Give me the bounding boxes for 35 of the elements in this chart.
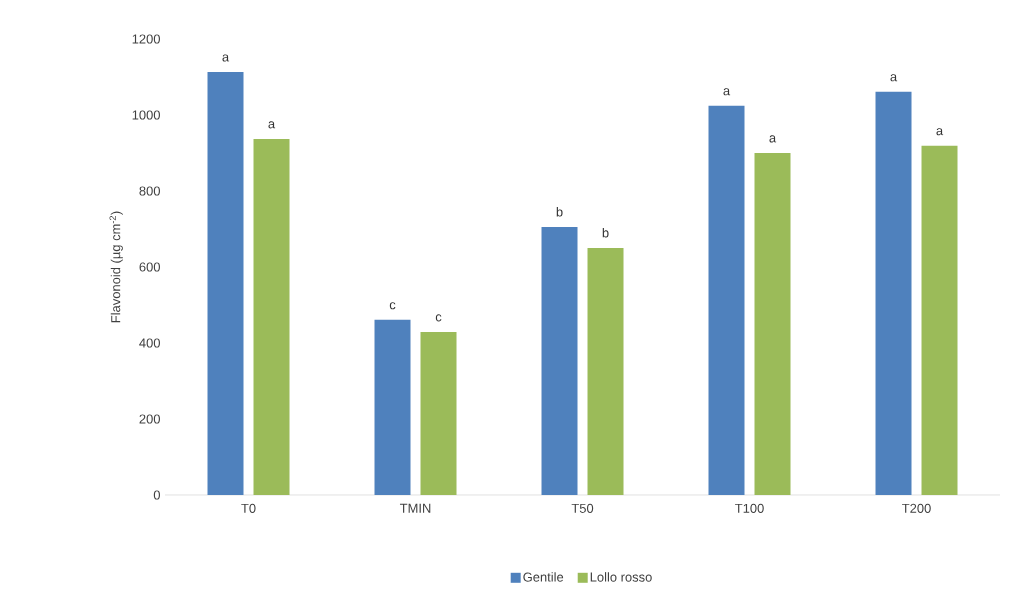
y-tick-label: 600 bbox=[139, 262, 160, 272]
annotation: a bbox=[222, 54, 230, 62]
y-tick-label: 1000 bbox=[132, 110, 160, 120]
bar bbox=[374, 319, 411, 495]
bar bbox=[420, 331, 457, 495]
legend-label: Lollo rosso bbox=[590, 572, 652, 582]
x-tick-label: T50 bbox=[571, 503, 594, 513]
y-axis-title: Flavonoid (µg cm$^{-2}$) bbox=[109, 211, 123, 323]
bar bbox=[207, 72, 244, 495]
annotation: a bbox=[936, 128, 944, 136]
y-tick-label: 800 bbox=[139, 186, 160, 196]
annotation: a bbox=[890, 74, 898, 82]
bar bbox=[921, 145, 958, 495]
annotation: c bbox=[435, 314, 442, 322]
bar bbox=[253, 138, 290, 495]
annotation: a bbox=[723, 88, 731, 96]
x-tick-label: T200 bbox=[902, 503, 931, 513]
bar bbox=[541, 227, 578, 495]
y-tick-label: 400 bbox=[139, 338, 160, 348]
bar bbox=[754, 152, 791, 495]
annotation: b bbox=[602, 227, 609, 238]
annotation: a bbox=[769, 135, 777, 143]
bar bbox=[708, 105, 745, 495]
y-tick-label: 200 bbox=[139, 414, 160, 424]
annotation: a bbox=[268, 121, 276, 129]
bar bbox=[587, 247, 624, 495]
x-tick-label: T0 bbox=[241, 503, 256, 513]
annotation: c bbox=[389, 302, 396, 310]
x-tick-label: TMIN bbox=[399, 503, 431, 513]
bar bbox=[875, 91, 912, 495]
x-tick-label: T100 bbox=[735, 503, 764, 513]
y-tick-label: 0 bbox=[153, 490, 160, 500]
legend-label: Gentile bbox=[523, 572, 564, 582]
y-tick-label: 1200 bbox=[132, 34, 160, 44]
annotation: b bbox=[556, 207, 563, 217]
